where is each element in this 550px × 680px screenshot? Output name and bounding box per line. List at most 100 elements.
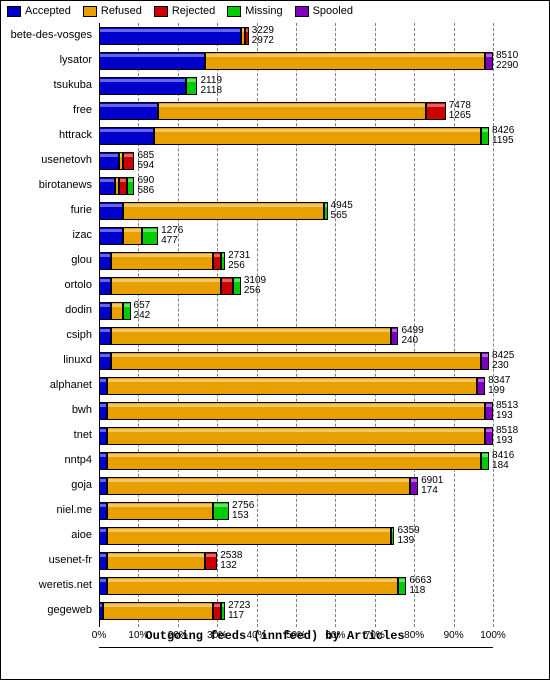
- data-row: furie4945565: [1, 198, 549, 223]
- x-axis-title: Outgoing feeds (innfeed) by Articles: [1, 629, 549, 643]
- bar-segment-spooled: [477, 377, 485, 395]
- value-labels: 8347199: [488, 376, 510, 396]
- value-top: 6901: [421, 476, 443, 486]
- row-label: usenet-fr: [1, 555, 95, 566]
- value-top: 8416: [492, 451, 514, 461]
- value-top: 7478: [449, 101, 471, 111]
- value-labels: 2756153: [232, 501, 254, 521]
- data-row: httrack84261195: [1, 123, 549, 148]
- legend-item: Accepted: [7, 5, 71, 17]
- bar-segment-rejected: [123, 152, 135, 170]
- x-axis-line: [99, 647, 493, 648]
- value-top: 2731: [228, 251, 250, 261]
- bar-segment-spooled: [485, 402, 493, 420]
- bar-area: 8513193: [99, 402, 493, 420]
- data-row: lysator85102290: [1, 48, 549, 73]
- value-top: 2538: [220, 551, 242, 561]
- value-bottom: 174: [421, 486, 443, 496]
- data-row: goja6901174: [1, 473, 549, 498]
- data-row: csiph 6499240: [1, 323, 549, 348]
- legend-swatch: [295, 6, 309, 17]
- bar-segment-missing: [398, 577, 406, 595]
- legend-swatch: [7, 6, 21, 17]
- bar-area: 8347199: [99, 377, 493, 395]
- bar-area: 32292972: [99, 27, 493, 45]
- row-label: izac: [1, 230, 95, 241]
- value-bottom: 193: [496, 411, 518, 421]
- legend-swatch: [227, 6, 241, 17]
- value-bottom: 1195: [492, 136, 514, 146]
- bar-segment-rejected: [245, 27, 249, 45]
- legend: AcceptedRefusedRejectedMissingSpooled: [1, 1, 549, 19]
- bar-segment-accepted: [99, 252, 111, 270]
- value-top: 1276: [161, 226, 183, 236]
- bar-area: 74781265: [99, 102, 493, 120]
- value-labels: 85102290: [496, 51, 518, 71]
- bar-segment-accepted: [99, 227, 123, 245]
- bar-area: 6663118: [99, 577, 493, 595]
- row-label: birotanews: [1, 180, 95, 191]
- bar-segment-missing: [186, 77, 198, 95]
- bar-segment-accepted: [99, 577, 107, 595]
- bar-segment-missing: [127, 177, 135, 195]
- bar-segment-missing: [324, 202, 328, 220]
- bar-area: 6901174: [99, 477, 493, 495]
- data-row: alphanet8347199: [1, 373, 549, 398]
- row-label: bete-des-vosges: [1, 30, 95, 41]
- value-bottom: 230: [492, 361, 514, 371]
- bar-segment-accepted: [99, 452, 107, 470]
- value-labels: 3109256: [244, 276, 266, 296]
- row-label: csiph: [1, 330, 95, 341]
- data-row: niel.me2756153: [1, 498, 549, 523]
- value-top: 4945: [331, 201, 353, 211]
- value-top: 8425: [492, 351, 514, 361]
- value-top: 2756: [232, 501, 254, 511]
- bar-segment-accepted: [99, 127, 154, 145]
- bar-segment-accepted: [99, 27, 241, 45]
- row-label: aioe: [1, 530, 95, 541]
- bar-area: 2731256: [99, 252, 493, 270]
- legend-label: Accepted: [25, 5, 71, 17]
- bar-segment-accepted: [99, 102, 158, 120]
- bar-segment-refused: [107, 552, 206, 570]
- bar-segment-spooled: [410, 477, 418, 495]
- data-row: ortolo 3109256: [1, 273, 549, 298]
- bar-segment-rejected: [213, 602, 221, 620]
- row-label: glou: [1, 255, 95, 266]
- bar-area: 2538132: [99, 552, 493, 570]
- value-bottom: 139: [398, 536, 420, 546]
- legend-label: Spooled: [313, 5, 353, 17]
- bar-segment-accepted: [99, 477, 107, 495]
- value-labels: 2731256: [228, 251, 250, 271]
- bar-segment-accepted: [99, 277, 111, 295]
- value-bottom: 256: [244, 286, 266, 296]
- bar-segment-refused: [111, 277, 221, 295]
- legend-swatch: [154, 6, 168, 17]
- bar-area: 85102290: [99, 52, 493, 70]
- bar-segment-missing: [233, 277, 241, 295]
- bar-segment-rejected: [205, 552, 217, 570]
- value-top: 6359: [398, 526, 420, 536]
- row-label: ortolo: [1, 280, 95, 291]
- bar-area: 4945565: [99, 202, 493, 220]
- bar-segment-refused: [107, 402, 485, 420]
- value-top: 8426: [492, 126, 514, 136]
- bar-segment-refused: [107, 527, 391, 545]
- value-labels: 32292972: [252, 26, 274, 46]
- bar-segment-accepted: [99, 427, 107, 445]
- bar-segment-missing: [142, 227, 158, 245]
- plot-area: 0%10%20%30%40%50%60%70%80%90%100% bete-d…: [1, 19, 549, 645]
- data-row: birotanews690586: [1, 173, 549, 198]
- value-top: 657: [134, 301, 151, 311]
- bar-segment-missing: [123, 302, 131, 320]
- value-top: 6663: [409, 576, 431, 586]
- value-labels: 21192118: [201, 76, 223, 96]
- value-top: 685: [137, 151, 154, 161]
- bar-segment-refused: [107, 427, 485, 445]
- bar-segment-rejected: [213, 252, 221, 270]
- bar-area: 1276477: [99, 227, 493, 245]
- chart-container: AcceptedRefusedRejectedMissingSpooled 0%…: [0, 0, 550, 680]
- bar-area: 6499240: [99, 327, 493, 345]
- value-top: 8518: [496, 426, 518, 436]
- bar-segment-spooled: [485, 52, 493, 70]
